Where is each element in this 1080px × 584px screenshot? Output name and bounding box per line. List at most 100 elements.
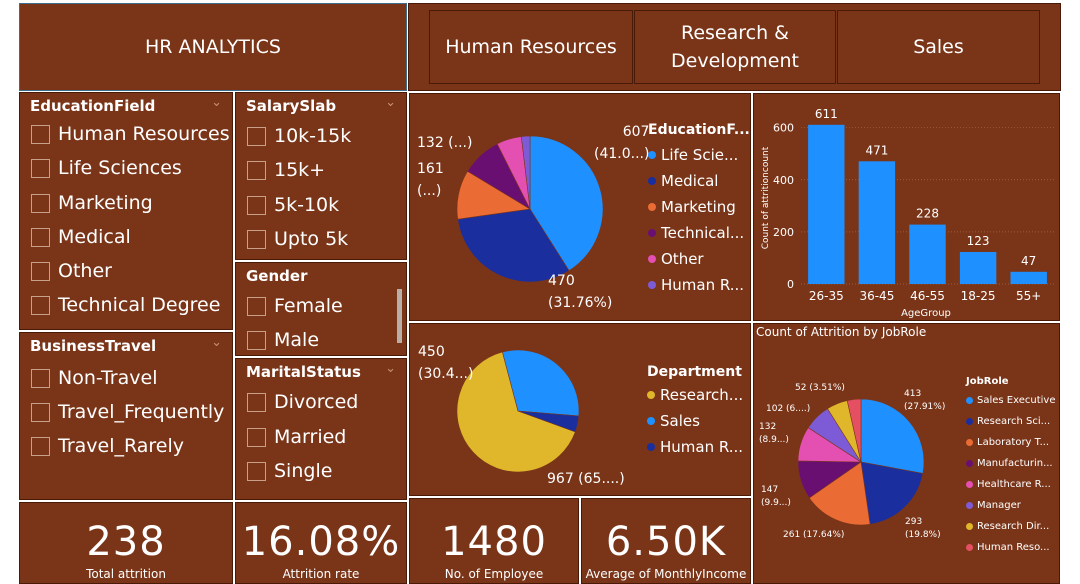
- checkbox[interactable]: [247, 195, 266, 215]
- pie-label: 293 (19.8%): [905, 517, 941, 540]
- legend-item[interactable]: Research Dir...: [966, 516, 1055, 537]
- agegroup-bar-chart[interactable]: 0 200 400 600 611 26-35 471 36-45 228 46-55 123 18…: [754, 94, 1061, 322]
- legend-dot: [966, 502, 973, 509]
- kpi-label: Total attrition: [86, 567, 166, 581]
- legend-item[interactable]: Manager: [966, 495, 1055, 516]
- checkbox[interactable]: [247, 392, 266, 412]
- pie-slice[interactable]: [860, 398, 925, 474]
- legend-item[interactable]: Sales Executive: [966, 390, 1055, 411]
- jobrole-pie-chart[interactable]: [754, 324, 1061, 584]
- pie-label: 607 (41.0...): [594, 124, 650, 162]
- checkbox[interactable]: [247, 160, 266, 180]
- pie-slice[interactable]: [860, 461, 924, 525]
- legend-item[interactable]: Human Reso...: [966, 537, 1055, 558]
- legend-dot: [966, 439, 973, 446]
- slicer-option[interactable]: Male: [247, 329, 319, 351]
- pie-slice[interactable]: [846, 398, 862, 463]
- kpi-attrition-rate: 16.08% Attrition rate: [235, 502, 407, 584]
- checkbox[interactable]: [247, 126, 266, 146]
- slicer-option[interactable]: Marketing: [31, 192, 153, 214]
- checkbox[interactable]: [247, 296, 266, 316]
- checkbox[interactable]: [31, 158, 50, 178]
- slicer-option[interactable]: Human Resources: [31, 123, 230, 145]
- chevron-down-icon[interactable]: ⌄: [211, 335, 222, 350]
- checkbox[interactable]: [247, 461, 266, 481]
- legend-dot: [966, 523, 973, 530]
- checkbox[interactable]: [31, 402, 50, 422]
- legend-item[interactable]: Healthcare R...: [966, 474, 1055, 495]
- legend-dot: [966, 397, 973, 404]
- legend-item[interactable]: Human R...: [648, 272, 750, 298]
- slicer-option[interactable]: 5k-10k: [247, 194, 339, 216]
- department-filter-bar: Human Resources Research & Development S…: [408, 3, 1061, 91]
- slicer-option[interactable]: 10k-15k: [247, 125, 351, 147]
- pie-slice[interactable]: [502, 349, 580, 417]
- legend-item[interactable]: Other: [648, 246, 750, 272]
- pie-slice[interactable]: [456, 351, 576, 473]
- bar[interactable]: [1010, 271, 1047, 284]
- checkbox[interactable]: [31, 124, 50, 144]
- scrollbar[interactable]: [397, 289, 402, 343]
- legend-title: Department: [647, 364, 742, 380]
- bar[interactable]: [808, 124, 845, 284]
- education-pie-chart[interactable]: [410, 94, 752, 322]
- slicer-option[interactable]: Other: [31, 260, 112, 282]
- slicer-option[interactable]: Travel_Rarely: [31, 435, 184, 457]
- bar[interactable]: [909, 224, 946, 284]
- legend-item[interactable]: Sales: [647, 408, 743, 434]
- slicer-option[interactable]: Divorced: [247, 391, 358, 413]
- checkbox[interactable]: [31, 261, 50, 281]
- chevron-down-icon[interactable]: ⌄: [385, 361, 396, 376]
- pie-slice[interactable]: [517, 410, 580, 433]
- slicer-title: SalarySlab: [246, 97, 337, 115]
- pie-label: 147 (9.9...): [761, 485, 791, 508]
- legend-item[interactable]: Research Sci...: [966, 411, 1055, 432]
- slicer-option[interactable]: Technical Degree: [31, 294, 220, 316]
- slicer-option[interactable]: Non-Travel: [31, 367, 157, 389]
- legend-dot: [648, 281, 656, 289]
- pie-slice[interactable]: [521, 135, 531, 210]
- chevron-down-icon[interactable]: ⌄: [211, 95, 222, 110]
- checkbox[interactable]: [31, 436, 50, 456]
- checkbox[interactable]: [31, 193, 50, 213]
- checkbox[interactable]: [31, 227, 50, 247]
- slicer-option[interactable]: Single: [247, 460, 332, 482]
- data-label: 471: [865, 143, 888, 157]
- slicer-option[interactable]: Travel_Frequently: [31, 401, 224, 423]
- slicer-option[interactable]: Married: [247, 426, 346, 448]
- slicer-option[interactable]: Medical: [31, 226, 131, 248]
- pie-slice[interactable]: [529, 135, 604, 272]
- pie-label: 52 (3.51%): [795, 383, 845, 393]
- checkbox[interactable]: [247, 427, 266, 447]
- dept-button-rd[interactable]: Research & Development: [634, 10, 836, 84]
- chevron-down-icon[interactable]: ⌄: [385, 95, 396, 110]
- y-tick-label: 0: [787, 278, 794, 291]
- legend-item[interactable]: Medical: [648, 168, 750, 194]
- bar[interactable]: [858, 161, 896, 284]
- legend-item[interactable]: Laboratory T...: [966, 432, 1055, 453]
- checkbox[interactable]: [31, 295, 50, 315]
- bar[interactable]: [959, 252, 997, 284]
- legend-item[interactable]: Life Scie...: [648, 142, 750, 168]
- slicer-option[interactable]: 15k+: [247, 159, 325, 181]
- department-pie-chart[interactable]: [410, 324, 752, 497]
- legend-item[interactable]: Research...: [647, 382, 743, 408]
- pie-label: 470 (31.76%): [548, 273, 613, 311]
- checkbox[interactable]: [247, 229, 266, 249]
- dept-button-sales[interactable]: Sales: [837, 10, 1040, 84]
- kpi-label: No. of Employee: [444, 567, 544, 581]
- slicer-option[interactable]: Upto 5k: [247, 228, 348, 250]
- legend-item[interactable]: Technical...: [648, 220, 750, 246]
- pie-slice[interactable]: [457, 208, 570, 283]
- data-label: 47: [1021, 254, 1036, 268]
- dept-button-hr[interactable]: Human Resources: [429, 10, 633, 84]
- slicer-option[interactable]: Life Sciences: [31, 157, 182, 179]
- slicer-option[interactable]: Female: [247, 295, 343, 317]
- legend-item[interactable]: Marketing: [648, 194, 750, 220]
- pie-slice[interactable]: [808, 461, 871, 526]
- checkbox[interactable]: [247, 330, 266, 350]
- checkbox[interactable]: [31, 368, 50, 388]
- legend-item[interactable]: Human R...: [647, 434, 743, 460]
- legend-item[interactable]: Manufacturin...: [966, 453, 1055, 474]
- legend-dot: [966, 418, 973, 425]
